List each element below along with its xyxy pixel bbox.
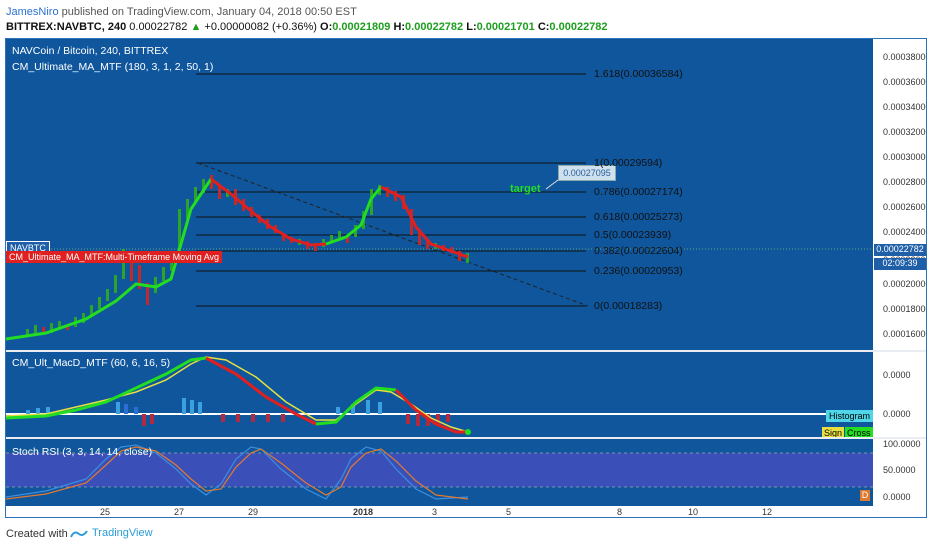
y-tick: 0.00016000 xyxy=(883,329,927,339)
ohlc-line: BITTREX:NAVBTC, 240 0.00022782 ▲ +0.0000… xyxy=(6,21,608,33)
macd-pane[interactable]: CM_Ult_MacD_MTF (60, 6, 16, 5) xyxy=(6,352,873,437)
x-tick: 5 xyxy=(506,507,512,517)
y-tick: 0.0000 xyxy=(883,492,911,502)
pane-separator[interactable] xyxy=(6,437,926,439)
y-tick: 100.0000 xyxy=(883,439,921,449)
y-tick: 0.00028000 xyxy=(883,177,927,187)
created-with-label: Created with xyxy=(6,528,68,540)
tradingview-brand-link[interactable]: TradingView xyxy=(92,527,153,539)
price-change: +0.00000082 (+0.36%) xyxy=(204,21,317,33)
high-label: H: xyxy=(393,21,406,33)
target-label: target xyxy=(510,183,541,195)
x-tick: 25 xyxy=(100,507,111,517)
bar-timer-tag: 02:09:39 xyxy=(874,258,926,270)
y-tick: 0.00036000 xyxy=(883,77,927,87)
x-tick: 12 xyxy=(762,507,773,517)
fib-level-1618: 1.618(0.00036584) xyxy=(594,68,683,80)
macd-axis[interactable]: 0.0000 0.0000 xyxy=(873,352,926,437)
signal-tag: Sign xyxy=(822,427,845,439)
low-label: L: xyxy=(466,21,477,33)
cross-tag: Cross xyxy=(845,427,873,439)
y-tick: 0.00034000 xyxy=(883,102,927,112)
y-tick: 0.00020000 xyxy=(883,279,927,289)
macd-title[interactable]: CM_Ult_MacD_MTF (60, 6, 16, 5) xyxy=(12,357,171,369)
pane-separator[interactable] xyxy=(6,350,926,352)
fib-level-0382: 0.382(0.00022604) xyxy=(594,245,683,257)
stoch-title[interactable]: Stoch RSI (3, 3, 14, 14, close) xyxy=(12,446,153,458)
last-price: 0.00022782 xyxy=(129,21,188,33)
ma-indicator-title[interactable]: CM_Ultimate_MA_MTF (180, 3, 1, 2, 50, 1) xyxy=(12,61,214,73)
fib-level-05: 0.5(0.00023939) xyxy=(594,229,672,241)
y-tick: 0.0000 xyxy=(883,370,911,380)
stoch-pane[interactable]: Stoch RSI (3, 3, 14, 14, close) xyxy=(6,439,873,506)
open-value: 0.00021809 xyxy=(332,21,391,33)
macd-chart-svg xyxy=(6,356,873,435)
price-axis[interactable]: 0.00038000 0.00036000 0.00034000 0.00032… xyxy=(873,39,926,350)
y-tick: 0.00030000 xyxy=(883,152,927,162)
ma-label-tag: CM_Ultimate_MA_MTF:Multi-Timeframe Movin… xyxy=(6,251,223,263)
fib-level-0: 0(0.00018283) xyxy=(594,300,663,312)
low-value: 0.00021701 xyxy=(476,21,535,33)
fib-level-0786: 0.786(0.00027174) xyxy=(594,186,683,198)
open-label: O: xyxy=(320,21,333,33)
y-tick: 0.00024000 xyxy=(883,227,927,237)
high-value: 0.00022782 xyxy=(405,21,464,33)
chart-frame[interactable]: NAVCoin / Bitcoin, 240, BITTREX CM_Ultim… xyxy=(5,38,927,518)
fib-level-1: 1(0.00029594) xyxy=(594,157,663,169)
footer: Created with TradingView xyxy=(0,522,932,550)
last-price-tag: 0.00022782 xyxy=(874,244,926,256)
y-tick: 50.0000 xyxy=(883,465,916,475)
close-label: C: xyxy=(537,21,550,33)
y-tick: 0.00026000 xyxy=(883,202,927,212)
y-tick: 0.00038000 xyxy=(883,52,927,62)
histogram-tag: Histogram xyxy=(826,410,874,422)
up-arrow-icon: ▲ xyxy=(190,21,202,33)
fib-level-0236: 0.236(0.00020953) xyxy=(594,265,683,277)
chart-title: NAVCoin / Bitcoin, 240, BITTREX xyxy=(12,45,169,57)
publish-info: published on TradingView.com, January 04… xyxy=(61,6,357,18)
target-callout[interactable]: 0.00027095 xyxy=(558,165,616,181)
time-axis[interactable]: 25 27 29 2018 3 5 8 10 12 xyxy=(6,506,926,517)
fib-level-0618: 0.618(0.00025273) xyxy=(594,211,683,223)
publish-line: JamesNiro published on TradingView.com, … xyxy=(6,6,357,18)
price-chart-svg xyxy=(6,73,873,341)
x-tick: 27 xyxy=(174,507,185,517)
x-tick: 29 xyxy=(248,507,259,517)
stoch-axis[interactable]: 100.0000 50.0000 0.0000 xyxy=(873,439,926,506)
macd-histogram xyxy=(26,398,450,426)
chart-header: JamesNiro published on TradingView.com, … xyxy=(0,0,932,38)
price-pane[interactable]: NAVCoin / Bitcoin, 240, BITTREX CM_Ultim… xyxy=(6,39,873,350)
y-tick: 0.00018000 xyxy=(883,304,927,314)
tradingview-logo-icon xyxy=(70,530,88,538)
author-link[interactable]: JamesNiro xyxy=(6,6,59,18)
symbol-label: BITTREX:NAVBTC, 240 xyxy=(6,21,127,33)
y-tick: 0.0000 xyxy=(883,409,911,419)
stoch-chart-svg xyxy=(6,444,873,500)
stoch-d-tag: D xyxy=(860,490,870,501)
x-tick: 3 xyxy=(432,507,438,517)
x-tick: 2018 xyxy=(353,507,374,517)
x-tick: 10 xyxy=(688,507,699,517)
close-value: 0.00022782 xyxy=(549,21,608,33)
y-tick: 0.00032000 xyxy=(883,127,927,137)
x-tick: 8 xyxy=(617,507,623,517)
